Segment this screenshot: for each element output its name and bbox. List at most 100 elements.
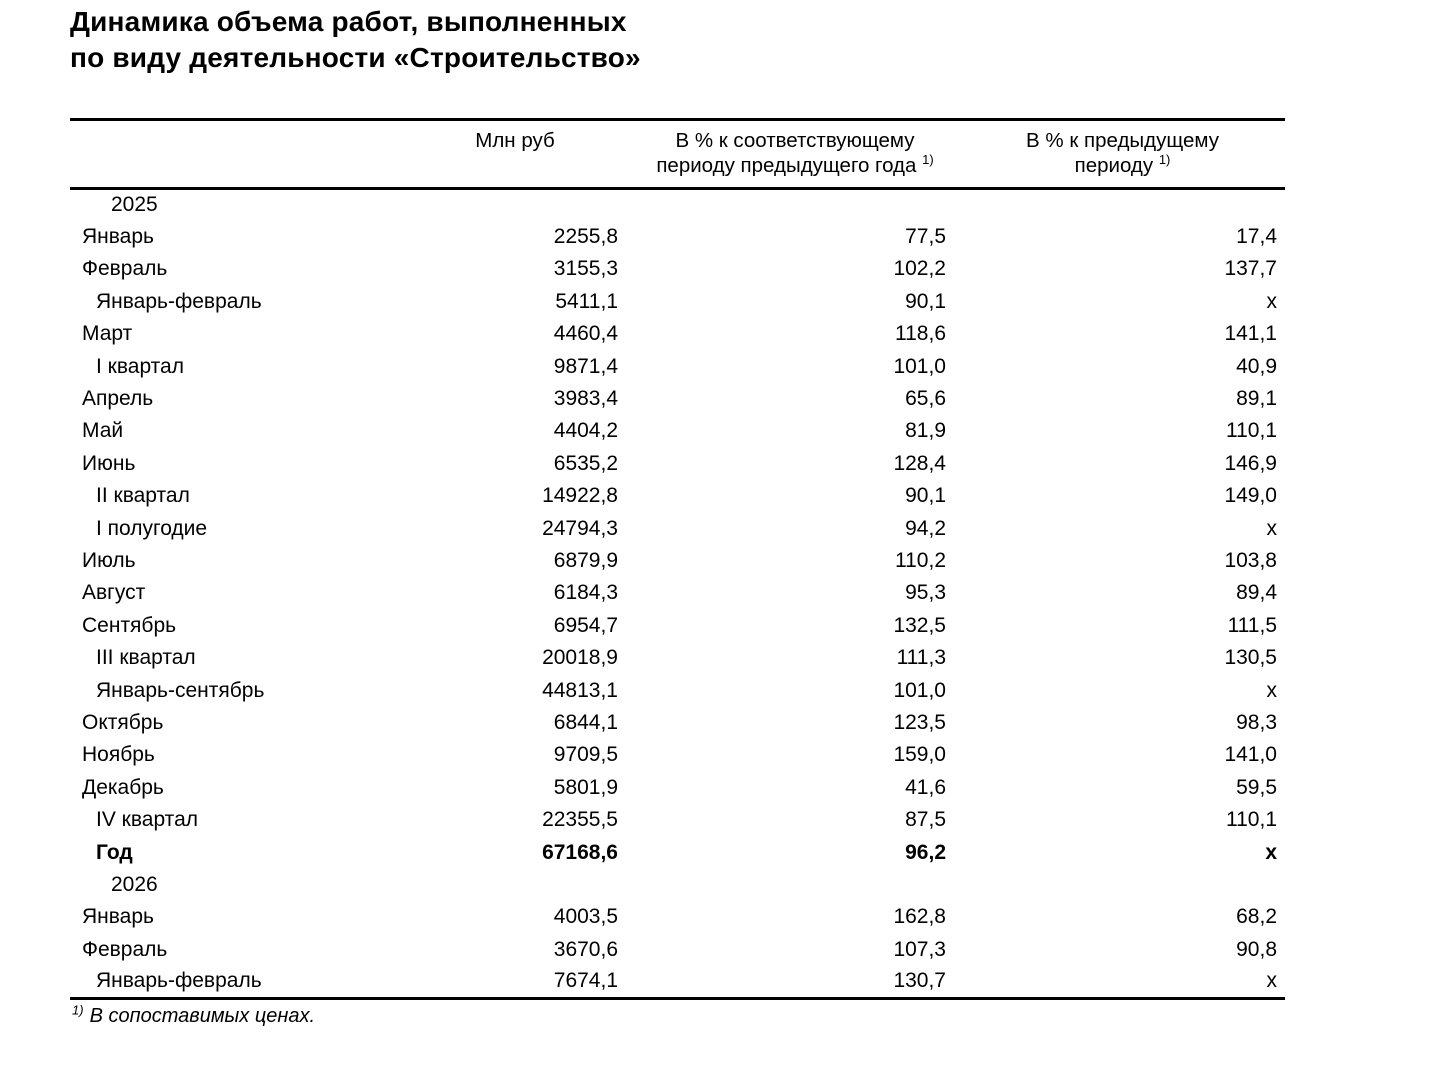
value-pct-prev: [960, 189, 1285, 221]
table-row: III квартал 20018,9 111,3 130,5: [70, 642, 1285, 674]
value-pct-yoy: [630, 869, 960, 901]
header-pct-yoy-line1: В % к соответствующему: [675, 129, 915, 152]
row-label: Март: [82, 322, 133, 346]
value-pct-yoy: 123,5: [893, 710, 946, 734]
value-pct-prev: х: [1265, 840, 1277, 864]
table-row: Ноябрь 9709,5 159,0 141,0: [70, 739, 1285, 771]
value-pct-yoy: 162,8: [893, 905, 946, 929]
value-pct-prev: 130,5: [1224, 646, 1277, 670]
value-mln-rub: 22355,5: [542, 808, 618, 832]
page-title-line1: Динамика объема работ, выполненных: [70, 6, 627, 37]
row-label: Февраль: [82, 937, 168, 961]
value-mln-rub: 4460,4: [553, 322, 618, 346]
value-pct-prev: 90,8: [1236, 937, 1277, 961]
value-mln-rub: 6954,7: [553, 613, 618, 637]
value-pct-prev: [960, 869, 1285, 901]
value-pct-yoy: 81,9: [905, 419, 946, 443]
value-mln-rub: 67168,6: [542, 840, 618, 864]
table-row: Январь 4003,5 162,8 68,2: [70, 901, 1285, 933]
header-mln-rub-label: Млн руб: [475, 129, 555, 152]
value-mln-rub: 2255,8: [553, 225, 618, 249]
value-pct-prev: 98,3: [1236, 710, 1277, 734]
value-pct-yoy: 90,1: [905, 289, 946, 313]
table-row: Февраль 3155,3 102,2 137,7: [70, 253, 1285, 285]
value-mln-rub: 9871,4: [553, 354, 618, 378]
row-label: Январь-февраль: [96, 289, 262, 313]
row-label: Июль: [82, 548, 136, 572]
value-pct-prev: 68,2: [1236, 905, 1277, 929]
row-label: Май: [82, 419, 124, 443]
statistics-table-wrapper: Млн руб В % к соответствующему периоду п…: [70, 118, 1285, 1000]
value-pct-prev: 141,0: [1224, 743, 1277, 767]
table-row: Сентябрь 6954,7 132,5 111,5: [70, 610, 1285, 642]
table-row: Август 6184,3 95,3 89,4: [70, 577, 1285, 609]
row-label: Сентябрь: [82, 613, 177, 637]
statistics-table: Млн руб В % к соответствующему периоду п…: [70, 118, 1285, 1000]
table-header: Млн руб В % к соответствующему периоду п…: [70, 120, 1285, 189]
value-pct-prev: 110,1: [1226, 808, 1277, 832]
page-title: Динамика объема работ, выполненных по ви…: [70, 4, 641, 76]
row-label: 2026: [111, 872, 158, 896]
table-row: Январь-февраль 5411,1 90,1 х: [70, 286, 1285, 318]
footnote-marker-yoy: 1): [922, 152, 934, 168]
value-pct-prev: 59,5: [1236, 775, 1277, 799]
value-pct-prev: 146,9: [1224, 451, 1277, 475]
table-body: 2025 Январь 2255,8 77,5 17,4 Февраль 3155,3 102…: [70, 189, 1285, 999]
value-pct-yoy: 41,6: [905, 775, 946, 799]
row-label: IV квартал: [96, 808, 198, 832]
value-mln-rub: [400, 189, 630, 221]
header-mln-rub: Млн руб: [400, 120, 630, 189]
value-pct-yoy: 101,0: [893, 354, 946, 378]
value-pct-prev: 110,1: [1226, 419, 1277, 443]
header-pct-prev-line1: В % к предыдущему: [1026, 129, 1219, 152]
value-mln-rub: 4404,2: [553, 419, 618, 443]
value-pct-prev: 89,1: [1236, 387, 1277, 411]
value-pct-yoy: 107,3: [893, 937, 946, 961]
value-mln-rub: 6879,9: [553, 548, 618, 572]
value-mln-rub: 6535,2: [553, 451, 618, 475]
value-pct-prev: х: [1266, 516, 1278, 540]
value-mln-rub: 6184,3: [553, 581, 618, 605]
header-pct-prev: В % к предыдущему периоду 1): [960, 120, 1285, 189]
row-label: Ноябрь: [82, 743, 155, 767]
header-pct-yoy-line2: периоду предыдущего года: [656, 154, 917, 177]
header-period-column: [70, 120, 400, 189]
table-row: 2025: [70, 189, 1285, 221]
value-pct-yoy: 128,4: [893, 451, 946, 475]
row-label: Июнь: [82, 451, 136, 475]
value-pct-yoy: 111,3: [896, 646, 946, 670]
footnote-marker: 1): [72, 1002, 84, 1018]
table-row: Июнь 6535,2 128,4 146,9: [70, 448, 1285, 480]
row-label: Октябрь: [82, 710, 164, 734]
value-mln-rub: 20018,9: [542, 646, 618, 670]
footnote: 1) В сопоставимых ценах.: [72, 1002, 316, 1028]
row-label: Год: [96, 840, 133, 864]
row-label: I полугодие: [96, 516, 208, 540]
table-row: IV квартал 22355,5 87,5 110,1: [70, 804, 1285, 836]
value-pct-yoy: 101,0: [893, 678, 946, 702]
value-mln-rub: [400, 869, 630, 901]
value-pct-prev: х: [1266, 678, 1278, 702]
row-label: Январь-февраль: [96, 969, 262, 993]
table-row: I квартал 9871,4 101,0 40,9: [70, 350, 1285, 382]
row-label: Январь: [82, 225, 154, 249]
footnote-text: В сопоставимых ценах.: [89, 1005, 316, 1027]
table-row: Апрель 3983,4 65,6 89,1: [70, 383, 1285, 415]
header-pct-prev-line2: периоду: [1074, 154, 1154, 177]
row-label: I квартал: [96, 354, 184, 378]
row-label: Февраль: [82, 257, 168, 281]
table-row: Декабрь 5801,9 41,6 59,5: [70, 772, 1285, 804]
value-mln-rub: 24794,3: [542, 516, 618, 540]
value-pct-prev: 103,8: [1224, 548, 1277, 572]
value-mln-rub: 3155,3: [553, 257, 618, 281]
row-label: Декабрь: [82, 775, 164, 799]
value-pct-yoy: 90,1: [905, 484, 946, 508]
value-pct-yoy: 96,2: [905, 840, 946, 864]
table-row: Январь 2255,8 77,5 17,4: [70, 221, 1285, 253]
value-pct-yoy: 132,5: [893, 613, 946, 637]
table-row: Январь-сентябрь 44813,1 101,0 х: [70, 674, 1285, 706]
row-label: Январь-сентябрь: [96, 678, 265, 702]
value-mln-rub: 5801,9: [553, 775, 618, 799]
value-mln-rub: 7674,1: [553, 969, 618, 993]
table-header-row: Млн руб В % к соответствующему периоду п…: [70, 120, 1285, 189]
